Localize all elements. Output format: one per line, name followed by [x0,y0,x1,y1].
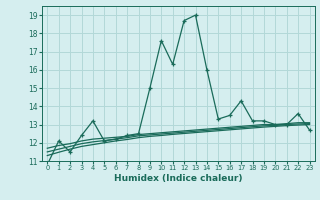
X-axis label: Humidex (Indice chaleur): Humidex (Indice chaleur) [114,174,243,183]
